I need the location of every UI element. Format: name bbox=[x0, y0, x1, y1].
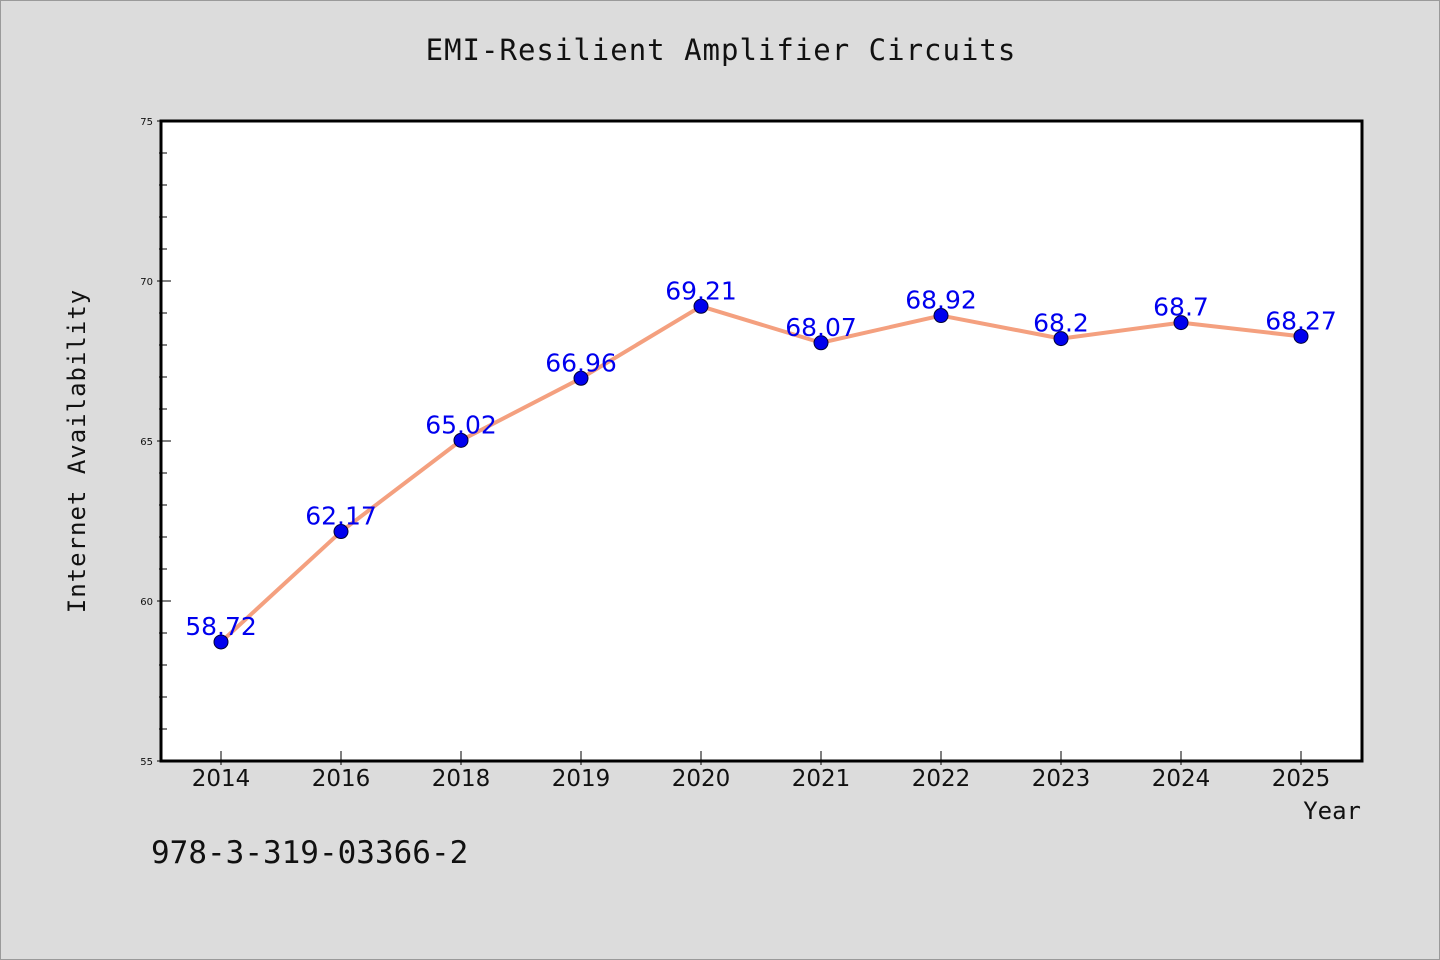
y-tick-label: 70 bbox=[140, 277, 153, 288]
series-markers bbox=[213, 298, 1309, 650]
x-axis-ticks: 2014 2016 2018 2019 2020 2021 2022 2023 2024 2025 bbox=[192, 751, 1331, 792]
data-point bbox=[693, 298, 709, 314]
x-tick-label: 2023 bbox=[1032, 766, 1091, 792]
x-tick-label: 2022 bbox=[912, 766, 971, 792]
data-point bbox=[333, 524, 349, 540]
data-label: 69.21 bbox=[665, 276, 737, 305]
x-tick-label: 2020 bbox=[672, 766, 731, 792]
data-label: 68.07 bbox=[785, 313, 857, 342]
plot-area bbox=[161, 121, 1362, 761]
x-axis-label: Year bbox=[1303, 797, 1361, 825]
x-tick-label: 2025 bbox=[1272, 766, 1331, 792]
y-axis-label: Internet Availability bbox=[63, 288, 91, 614]
data-label: 68.27 bbox=[1265, 306, 1337, 335]
chart-title: EMI-Resilient Amplifier Circuits bbox=[425, 33, 1017, 67]
series-line bbox=[219, 304, 1303, 644]
x-tick-label: 2018 bbox=[432, 766, 491, 792]
data-point bbox=[573, 370, 589, 386]
x-tick-label: 2024 bbox=[1152, 766, 1211, 792]
isbn-footnote: 978-3-319-03366-2 bbox=[151, 835, 469, 871]
x-tick-label: 2019 bbox=[552, 766, 611, 792]
x-tick-label: 2014 bbox=[192, 766, 251, 792]
y-tick-label: 55 bbox=[140, 757, 153, 768]
y-tick-label: 60 bbox=[140, 597, 153, 608]
data-point bbox=[1053, 331, 1069, 347]
y-tick-label: 65 bbox=[140, 437, 153, 448]
data-label: 58.72 bbox=[185, 612, 257, 641]
data-point bbox=[813, 335, 829, 351]
data-label: 68.92 bbox=[905, 286, 977, 315]
data-point bbox=[933, 308, 949, 324]
plot-frame bbox=[159, 119, 1364, 763]
data-label: 68.2 bbox=[1033, 309, 1089, 338]
x-tick-label: 2021 bbox=[792, 766, 851, 792]
data-label: 68.7 bbox=[1153, 293, 1209, 322]
data-point bbox=[213, 634, 229, 650]
data-label: 65.02 bbox=[425, 410, 497, 439]
data-point bbox=[1173, 315, 1189, 331]
data-label: 62.17 bbox=[305, 502, 377, 531]
data-labels: 58.72 62.17 65.02 66.96 69.21 68.07 68.92 68.2 6… bbox=[185, 276, 1337, 641]
y-tick-label: 75 bbox=[140, 117, 153, 128]
data-point bbox=[453, 432, 469, 448]
data-point bbox=[1293, 328, 1309, 344]
data-label: 66.96 bbox=[545, 348, 617, 377]
x-tick-label: 2016 bbox=[312, 766, 371, 792]
